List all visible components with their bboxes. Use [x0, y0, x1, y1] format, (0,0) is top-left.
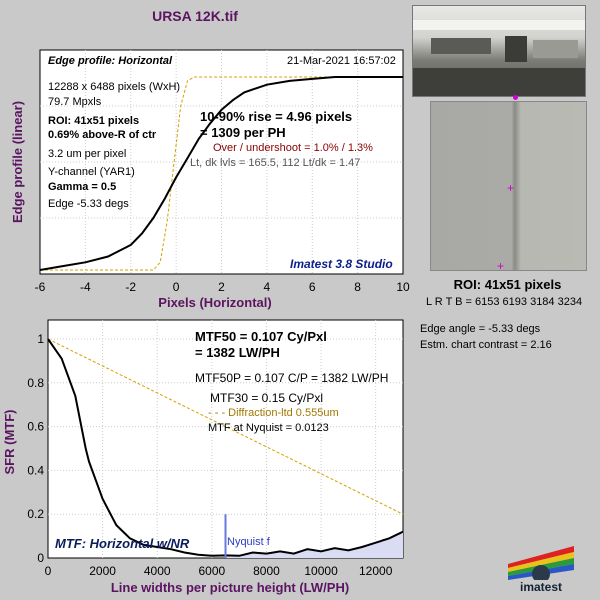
- studio-label: Imatest 3.8 Studio: [290, 257, 393, 271]
- mtf-x-tick: 10000: [304, 564, 338, 578]
- edge-angle: Edge -5.33 degs: [48, 198, 129, 210]
- mtf-y-tick: 0: [37, 551, 44, 565]
- logo-text: imatest: [519, 580, 563, 594]
- edge-x-tick: 10: [396, 280, 410, 294]
- mtf-y-axis-label: SFR (MTF): [2, 410, 17, 475]
- roi-crop-image: + +: [430, 101, 587, 271]
- overshoot-text: Over / undershoot = 1.0% / 1.3%: [213, 142, 373, 154]
- edge-x-tick: -2: [125, 280, 136, 294]
- diffraction-limit-line: [47, 338, 404, 515]
- edge-channel: Y-channel (YAR1): [48, 166, 135, 178]
- edge-dimensions: 12288 x 6488 pixels (WxH): [48, 81, 180, 93]
- image-title: URSA 12K.tif: [152, 8, 238, 24]
- edge-angle-readout: Edge angle = -5.33 degs: [420, 323, 541, 335]
- edge-profile-curve: [39, 76, 403, 271]
- edge-x-tick: 6: [309, 280, 316, 294]
- mtf50p-text: MTF50P = 0.107 C/P = 1382 LW/PH: [195, 371, 388, 385]
- edge-um: 3.2 um per pixel: [48, 148, 126, 160]
- edge-x-ticks: -6 -4 -2 0 2 4 6 8 10: [35, 280, 410, 294]
- edge-roi: ROI: 41x51 pixels: [48, 115, 139, 127]
- rise-line-2: = 1309 per PH: [200, 125, 286, 140]
- edge-x-tick: 0: [173, 280, 180, 294]
- nyquist-mtf-text: MTF at Nyquist = 0.0123: [208, 422, 329, 434]
- nyquist-label: Nyquist f: [227, 536, 271, 548]
- edge-grid: [40, 50, 403, 274]
- edge-y-axis-label: Edge profile (linear): [10, 101, 25, 223]
- source-image-thumbnail: [412, 5, 586, 97]
- edge-x-axis-label: Pixels (Horizontal): [158, 295, 271, 310]
- roi-bottom-marker: +: [497, 259, 505, 271]
- edge-gamma: Gamma = 0.5: [48, 181, 116, 193]
- mtf-x-tick: 2000: [89, 564, 116, 578]
- mtf-x-tick: 12000: [359, 564, 393, 578]
- edge-x-tick: -4: [80, 280, 91, 294]
- mtf-x-tick: 0: [45, 564, 52, 578]
- mtf-y-tick: 0.8: [27, 376, 44, 390]
- light-dark-levels: Lt, dk lvls = 165.5, 112 Lt/dk = 1.47: [190, 157, 360, 169]
- mtf-footer: MTF: Horizontal w/NR: [55, 536, 190, 551]
- edge-megapixels: 79.7 Mpxls: [48, 96, 102, 108]
- edge-heading: Edge profile: Horizontal: [48, 55, 173, 67]
- thumbnail-roi-marker: [513, 95, 518, 100]
- mtf-y-tick: 1: [37, 332, 44, 346]
- mtf30-text: MTF30 = 0.15 Cy/Pxl: [210, 391, 323, 405]
- edge-x-tick: 2: [218, 280, 225, 294]
- mtf-area-fill: [225, 531, 403, 558]
- mtf-curve: [47, 338, 404, 557]
- mtf-x-tick: 8000: [253, 564, 280, 578]
- edge-ideal-curve: [40, 76, 403, 271]
- mtf-x-tick: 4000: [144, 564, 171, 578]
- edge-x-tick: 8: [354, 280, 361, 294]
- mtf-y-tick: 0.4: [27, 463, 44, 477]
- rise-line-1: 10-90% rise = 4.96 pixels: [200, 109, 352, 124]
- mtf-y-tick: 0.2: [27, 507, 44, 521]
- diffraction-text: - - - Diffraction-ltd 0.555um: [208, 407, 339, 419]
- roi-size-label: ROI: 41x51 pixels: [453, 277, 562, 292]
- mtf-x-axis-label: Line widths per picture height (LW/PH): [111, 580, 349, 595]
- edge-pct: 0.69% above-R of ctr: [48, 129, 157, 141]
- mtf-x-tick: 6000: [198, 564, 225, 578]
- mtf-ticks: 0 2000 4000 6000 8000 10000 12000 0 0.2 0.4 0.6 0.8…: [27, 332, 392, 578]
- mtf-y-tick: 0.6: [27, 420, 44, 434]
- edge-timestamp: 21-Mar-2021 16:57:02: [287, 55, 396, 67]
- mtf50-line-1: MTF50 = 0.107 Cy/Pxl: [195, 329, 327, 344]
- edge-x-tick: -6: [35, 280, 46, 294]
- edge-x-tick: 4: [264, 280, 271, 294]
- roi-center-marker: +: [507, 181, 515, 195]
- mtf50-line-2: = 1382 LW/PH: [195, 345, 280, 360]
- imatest-logo: imatest: [506, 544, 576, 596]
- chart-contrast-readout: Estm. chart contrast = 2.16: [420, 339, 552, 351]
- roi-coordinates: L R T B = 6153 6193 3184 3234: [426, 296, 583, 308]
